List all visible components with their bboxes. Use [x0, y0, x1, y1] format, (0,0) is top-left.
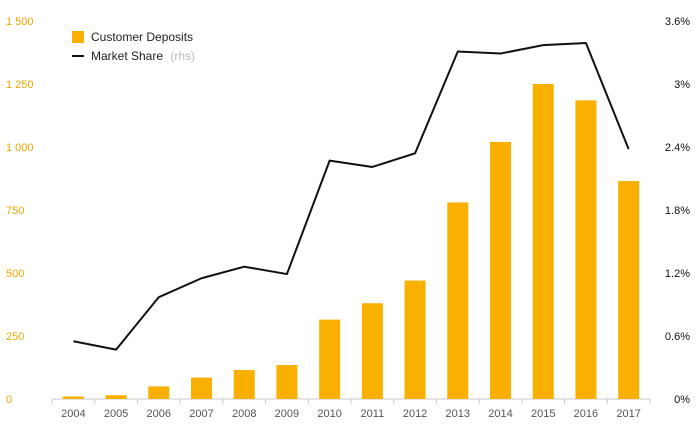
left-tick-label: 0 — [6, 394, 12, 406]
legend: Customer Deposits Market Share (rhs) — [72, 30, 195, 63]
x-axis: 2004 2005 2006 2007 2008 2009 2010 2011 2012 2013… — [51, 398, 651, 420]
deposit-bar — [62, 396, 84, 399]
legend-label-customer-deposits: Customer Deposits — [91, 30, 193, 44]
legend-label-market-share: Market Share (rhs) — [91, 49, 195, 63]
deposit-bar — [618, 181, 640, 399]
left-tick-label: 1 000 — [6, 142, 34, 154]
x-tick-label: 2015 — [531, 408, 555, 420]
x-tick-label: 2004 — [61, 408, 85, 420]
x-tick-label: 2013 — [446, 408, 470, 420]
right-tick-label: 1.8% — [665, 205, 690, 217]
deposit-bar — [404, 280, 426, 399]
x-tick-label: 2010 — [317, 408, 341, 420]
x-tick-label: 2007 — [189, 408, 213, 420]
deposit-bar — [276, 364, 298, 399]
deposit-bar — [105, 395, 127, 399]
deposits-bars — [62, 84, 640, 399]
x-tick-label: 2006 — [147, 408, 171, 420]
market-share-line — [73, 42, 630, 351]
left-axis: 0 250 500 750 1 000 1 250 1 500 — [6, 16, 34, 406]
right-tick-label: 3.6% — [665, 16, 690, 28]
left-tick-label: 500 — [6, 268, 24, 280]
deposit-bar — [447, 202, 469, 399]
left-tick-label: 1 500 — [6, 16, 34, 28]
x-tick-label: 2014 — [488, 408, 512, 420]
right-tick-label: 2.4% — [665, 142, 690, 154]
deposit-bar — [490, 141, 511, 399]
x-tick-label: 2009 — [275, 408, 299, 420]
x-tick-label: 2012 — [403, 408, 427, 420]
x-tick-label: 2011 — [361, 408, 385, 420]
x-tick-label: 2008 — [232, 408, 256, 420]
deposit-bar — [319, 319, 341, 399]
left-tick-label: 750 — [6, 205, 24, 217]
right-tick-label: 0.6% — [665, 331, 690, 343]
left-tick-label: 250 — [6, 331, 24, 343]
x-tick-label: 2005 — [104, 408, 128, 420]
x-tick-label: 2016 — [574, 408, 598, 420]
left-tick-label: 1 250 — [6, 79, 34, 91]
legend-rhs-suffix: (rhs) — [170, 49, 195, 63]
right-tick-label: 3% — [674, 79, 690, 91]
right-tick-label: 0% — [674, 394, 690, 406]
market-share-line-layer — [73, 42, 630, 351]
deposit-bar — [191, 377, 212, 399]
deposit-bar — [575, 100, 597, 399]
deposit-bar — [233, 370, 255, 399]
x-tick-label: 2017 — [616, 408, 640, 420]
right-axis: 0% 0.6% 1.2% 1.8% 2.4% 3% 3.6% — [665, 16, 690, 406]
legend-swatch-customer-deposits — [72, 31, 84, 43]
deposit-bar — [532, 84, 554, 399]
deposit-bar — [148, 386, 170, 399]
legend-market-share-text: Market Share — [91, 49, 163, 63]
deposit-bar — [361, 303, 383, 399]
right-tick-label: 1.2% — [665, 268, 690, 280]
